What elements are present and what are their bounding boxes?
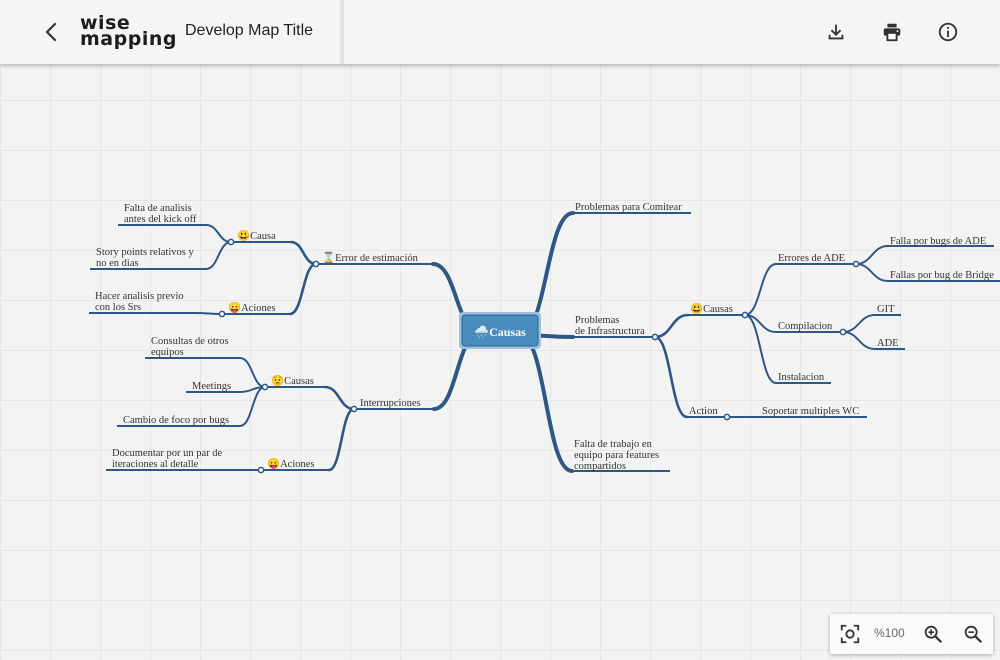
branch-connector	[289, 240, 318, 266]
branch-connector	[842, 314, 876, 333]
mindmap-topic[interactable]: 😟Causas	[271, 374, 314, 387]
mindmap-topic[interactable]: Interrupciones	[360, 398, 421, 409]
mindmap-topic[interactable]: GIT	[877, 304, 895, 315]
print-icon	[883, 23, 901, 42]
collapse-toggle-dot[interactable]	[839, 328, 847, 336]
logo-line-1: wise	[80, 12, 131, 34]
mindmap-topic[interactable]: ADE	[877, 338, 899, 349]
branch-connector	[239, 386, 266, 427]
map-title[interactable]: Develop Map Title	[185, 22, 314, 39]
back-button[interactable]	[36, 16, 68, 48]
mindmap-topic[interactable]: Hacer analisis previo con los Srs	[95, 291, 184, 313]
print-button[interactable]	[878, 18, 906, 46]
mindmap-topic[interactable]: Consultas de otros equipos	[151, 336, 229, 358]
branch-connector	[855, 263, 889, 282]
collapse-toggle-dot[interactable]	[350, 405, 358, 413]
mindmap-topic[interactable]: Documentar por un par de iteraciones al d…	[112, 448, 223, 470]
collapse-toggle-dot[interactable]	[312, 260, 320, 268]
mindmap-topic[interactable]: Action	[689, 406, 718, 417]
branch-connector	[323, 385, 356, 411]
download-button[interactable]	[822, 18, 850, 46]
mindmap-topic[interactable]: Meetings	[192, 381, 231, 392]
branch-connector	[855, 245, 889, 265]
branch-connector	[744, 263, 777, 316]
central-topic[interactable]: 🌧️Causas	[459, 312, 541, 349]
branch-connector	[653, 313, 690, 339]
mindmap-topic[interactable]: Problemas para Comitear	[575, 202, 682, 213]
mindmap-topic[interactable]: ⌛Error de estimación	[322, 251, 419, 264]
mindmap-topic[interactable]: 😛Aciones	[267, 457, 314, 470]
branch-connector	[744, 314, 777, 384]
branch-connector	[653, 335, 689, 419]
collapse-toggle-dot[interactable]	[741, 311, 749, 319]
logo-line-2: mapping	[80, 28, 177, 50]
collapse-toggle-dot[interactable]	[261, 383, 269, 391]
branch-connector	[327, 407, 356, 472]
zoom-in-icon[interactable]	[922, 623, 944, 645]
mindmap-topic[interactable]: Compilacion	[778, 321, 833, 332]
branch-connector	[205, 241, 232, 270]
branch-connector	[239, 357, 266, 388]
mindmap-topic[interactable]: Cambio de foco por bugs	[123, 415, 229, 426]
mindmap-topic[interactable]: Falta de analisis antes del kick off	[124, 203, 197, 225]
collapse-toggle-dot[interactable]	[723, 413, 731, 421]
zoom-out-icon[interactable]	[962, 623, 984, 645]
branch-connector	[842, 331, 876, 350]
zoom-controls: %100	[830, 614, 993, 654]
mindmap-topic[interactable]: 😃Causa	[237, 229, 276, 242]
collapse-toggle-dot[interactable]	[852, 260, 860, 268]
fit-to-screen-icon[interactable]	[839, 623, 861, 645]
toolbar-divider	[340, 0, 344, 64]
mindmap-topic[interactable]: Falla por bugs de ADE	[890, 236, 986, 247]
collapse-toggle-dot[interactable]	[257, 466, 265, 474]
top-toolbar: wise mapping Develop Map Title	[0, 0, 1000, 64]
svg-text:🌧️Causas: 🌧️Causas	[474, 324, 526, 339]
branch-connector	[194, 312, 223, 315]
branch-connector	[288, 262, 318, 316]
mindmap-topic[interactable]: Errores de ADE	[778, 253, 845, 264]
branch-connector	[205, 224, 232, 243]
collapse-toggle-dot[interactable]	[651, 333, 659, 341]
wisemapping-logo[interactable]: wise mapping	[80, 12, 177, 50]
branch-connector	[518, 333, 574, 473]
info-button[interactable]	[934, 18, 962, 46]
info-icon	[938, 22, 958, 42]
chevron-left-icon	[45, 22, 57, 42]
mindmap-topic[interactable]: 😛Aciones	[228, 301, 275, 314]
mindmap-topic[interactable]: Falta de trabajo en equipo para features c…	[574, 439, 659, 472]
mindmap-topic[interactable]: Fallas por bug de Bridge	[890, 270, 994, 281]
collapse-toggle-dot[interactable]	[218, 310, 226, 318]
mindmap-topic[interactable]: Story points relativos y no en dias	[96, 247, 194, 269]
mindmap-topic[interactable]: 😃Causas	[690, 302, 733, 315]
mindmap-topic[interactable]: Instalacion	[778, 372, 825, 383]
download-icon	[828, 24, 844, 40]
mindmap-topic[interactable]: Problemas de Infrastructura	[575, 315, 645, 337]
mindmap-topic[interactable]: Soportar multiples WC	[762, 406, 859, 417]
collapse-toggle-dot[interactable]	[227, 238, 235, 246]
zoom-level: %100	[874, 626, 905, 640]
